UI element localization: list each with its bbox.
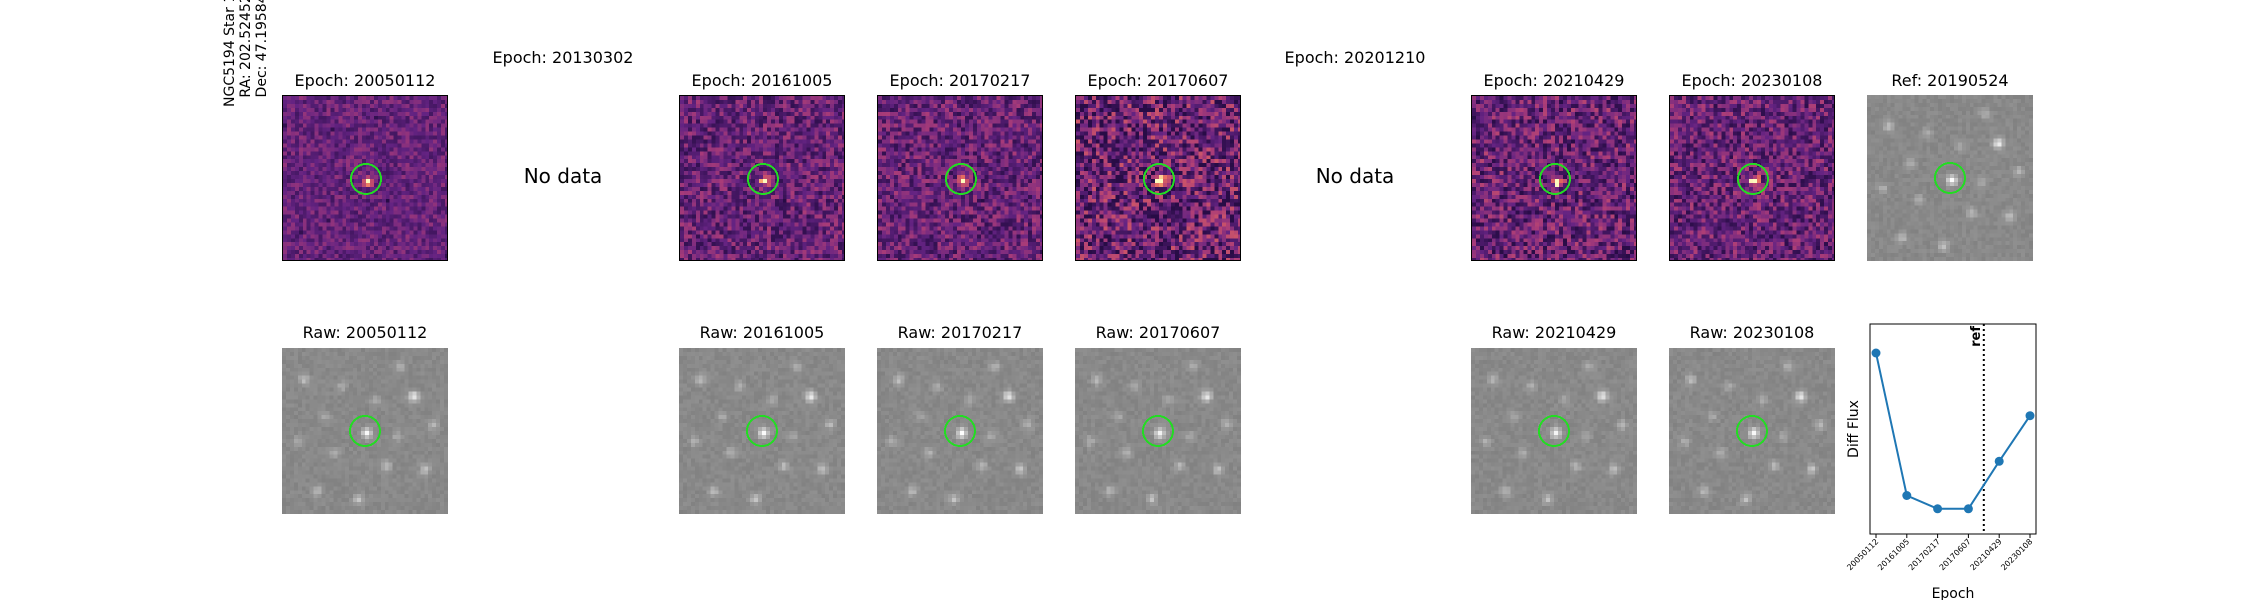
x-tick-label: 20170217 xyxy=(1907,537,1942,572)
target-circle-marker xyxy=(1737,163,1769,195)
raw-image-panel xyxy=(1075,348,1241,514)
plot-frame xyxy=(1869,323,2037,535)
data-point xyxy=(1933,504,1943,514)
panel-title: Epoch: 20210429 xyxy=(1434,71,1674,90)
x-tick-label: 20161005 xyxy=(1876,537,1911,572)
target-circle-marker xyxy=(944,415,976,447)
x-tick-label: 20050112 xyxy=(1845,537,1880,572)
panel-title: Ref: 20190524 xyxy=(1830,71,2070,90)
panel-title: Raw: 20210429 xyxy=(1434,323,1674,342)
target-circle-marker xyxy=(1142,415,1174,447)
raw-image-panel xyxy=(1669,348,1835,514)
panel-title: Raw: 20050112 xyxy=(245,323,485,342)
panel-title: Raw: 20161005 xyxy=(642,323,882,342)
panel-title: Raw: 20170217 xyxy=(840,323,1080,342)
target-circle-marker xyxy=(1538,415,1570,447)
diff-image-panel xyxy=(282,95,448,261)
x-axis-label: Epoch xyxy=(1932,586,1975,600)
target-circle-marker xyxy=(747,163,779,195)
y-axis-label: Diff Flux xyxy=(1846,400,1862,458)
panel-title: Epoch: 20130302 xyxy=(443,48,683,67)
panel-title: Epoch: 20230108 xyxy=(1632,71,1872,90)
no-data-text: No data xyxy=(463,164,663,188)
data-point xyxy=(1902,491,1912,500)
data-point xyxy=(1963,504,1973,514)
target-circle-marker xyxy=(1539,163,1571,195)
target-circle-marker xyxy=(1143,163,1175,195)
star-dec: Dec: 47.1958410 xyxy=(254,0,270,107)
no-data-text: No data xyxy=(1255,164,1455,188)
panel-title: Epoch: 20201210 xyxy=(1235,48,1475,67)
x-tick-label: 20170607 xyxy=(1938,537,1973,572)
panel-title: Epoch: 20050112 xyxy=(245,71,485,90)
x-tick-label: 20210429 xyxy=(1968,537,2003,572)
raw-image-panel xyxy=(877,348,1043,514)
raw-image-panel xyxy=(679,348,845,514)
target-circle-marker xyxy=(1736,415,1768,447)
panel-title: Raw: 20230108 xyxy=(1632,323,1872,342)
ref-line-label: ref xyxy=(1969,326,1984,347)
target-circle-marker xyxy=(349,415,381,447)
panel-title: Epoch: 20170607 xyxy=(1038,71,1278,90)
star-ra: RA: 202.5245277 xyxy=(238,0,254,107)
target-circle-marker xyxy=(1934,162,1966,194)
target-circle-marker xyxy=(350,163,382,195)
diff-image-panel xyxy=(1669,95,1835,261)
diff-image-panel xyxy=(1075,95,1241,261)
panel-title: Epoch: 20170217 xyxy=(840,71,1080,90)
diff-image-panel xyxy=(1471,95,1637,261)
target-circle-marker xyxy=(945,163,977,195)
data-point xyxy=(2025,411,2035,421)
star-name: NGC5194 Star 1256 xyxy=(222,0,238,107)
data-point xyxy=(1994,456,2004,466)
raw-image-panel xyxy=(1471,348,1637,514)
series-line xyxy=(1875,352,2031,510)
panel-title: Epoch: 20161005 xyxy=(642,71,882,90)
diff-image-panel xyxy=(679,95,845,261)
panel-title: Raw: 20170607 xyxy=(1038,323,1278,342)
diff-image-panel xyxy=(877,95,1043,261)
data-point xyxy=(1871,348,1881,358)
x-tick-label: 20230108 xyxy=(1999,537,2034,572)
raw-image-panel xyxy=(282,348,448,514)
diff-flux-light-curve: ref 2005011220161005201702172017060720210… xyxy=(1845,323,2037,600)
reference-image-panel xyxy=(1867,95,2033,261)
target-circle-marker xyxy=(746,415,778,447)
